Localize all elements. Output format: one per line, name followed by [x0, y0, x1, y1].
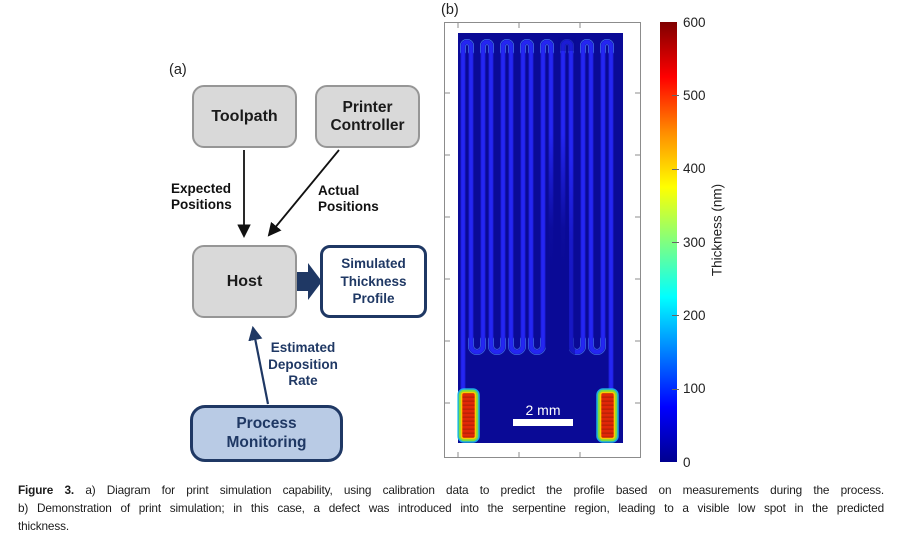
host-box: Host: [192, 245, 297, 318]
scale-bar: [513, 419, 573, 426]
estimated-deposition-rate-label: Estimated Deposition Rate: [268, 340, 338, 388]
toolpath-box: Toolpath: [192, 85, 297, 148]
scale-bar-label: 2 mm: [526, 402, 561, 418]
defect-low-spot: [545, 134, 569, 358]
colorbar-tick-mark: [672, 168, 679, 170]
arrow-monitoring-to-host: [248, 325, 270, 405]
contact-pad-right: [596, 388, 619, 443]
flow-arrows: [237, 149, 340, 405]
block-arrow-host-to-profile: [297, 263, 322, 300]
caption-line-1-text: a) Diagram for print simulation capabili…: [85, 483, 884, 497]
caption-line-2: b) Demonstration of print simulation; in…: [18, 501, 884, 515]
serpentine-trace: [460, 39, 614, 397]
simulated-thickness-profile-box: Simulated Thickness Profile: [320, 245, 427, 318]
colorbar-tick-label: 300: [683, 234, 706, 250]
colorbar-tick-label: 100: [683, 381, 706, 397]
colorbar-title: Thickness (nm): [709, 183, 725, 277]
panel-a-label: (a): [169, 62, 187, 78]
colorbar-tick-label: 400: [683, 161, 706, 177]
colorbar: [660, 22, 677, 462]
caption-figure-label: Figure 3.: [18, 483, 74, 497]
printer-controller-box: Printer Controller: [315, 85, 420, 148]
colorbar-tick-mark: [672, 242, 679, 243]
defect-dim-turn: [558, 37, 576, 51]
arrow-controller-to-host: [267, 149, 340, 237]
panel-b-label: (b): [441, 2, 459, 18]
colorbar-tick-mark: [672, 315, 679, 317]
expected-positions-label: Expected Positions: [171, 181, 232, 212]
thickness-heatmap: 2 mm: [444, 22, 641, 458]
colorbar-tick-label: 200: [683, 307, 706, 323]
colorbar-tick-mark: [672, 388, 679, 390]
axis-ticks: [445, 23, 640, 457]
figure-caption: Figure 3. a) Diagram for print simulatio…: [18, 481, 884, 535]
colorbar-tick-label: 600: [683, 14, 706, 30]
caption-line-1: Figure 3. a) Diagram for print simulatio…: [18, 481, 884, 499]
colorbar-tick-mark: [672, 95, 679, 97]
contact-pad-left: [457, 388, 480, 443]
colorbar-tick-label: 500: [683, 87, 706, 103]
caption-line-3: thickness.: [18, 519, 69, 533]
colorbar-tick-label: 0: [683, 454, 691, 470]
defect-low-spot-edge: [568, 157, 575, 358]
actual-positions-label: Actual Positions: [318, 183, 379, 214]
process-monitoring-box: Process Monitoring: [190, 405, 343, 462]
